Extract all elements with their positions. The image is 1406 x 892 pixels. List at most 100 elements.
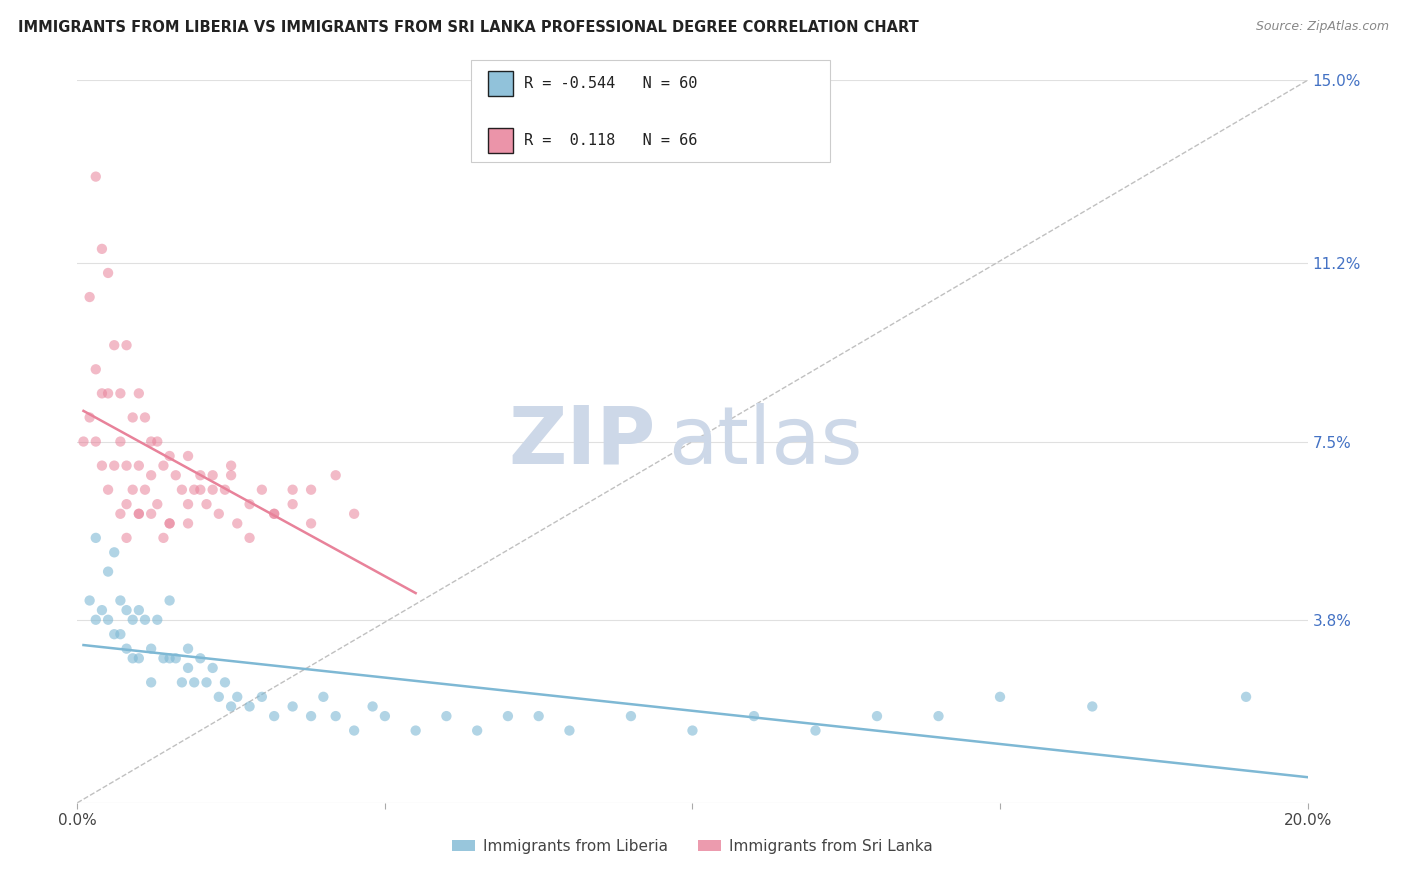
Point [79, 290, 101, 304]
Point [115, 531, 138, 545]
Point [134, 483, 156, 497]
Point [84, 613, 107, 627]
Point [128, 507, 150, 521]
Point [226, 516, 249, 531]
Point [141, 675, 163, 690]
Point [804, 723, 827, 738]
Point [219, 699, 242, 714]
Point [141, 468, 163, 483]
Point [281, 699, 304, 714]
Point [90, 242, 114, 256]
Point [110, 386, 132, 401]
Point [299, 516, 322, 531]
Point [141, 641, 163, 656]
Point [201, 468, 224, 483]
Point [103, 627, 125, 641]
Point [128, 651, 150, 665]
Point [84, 531, 107, 545]
Text: Source: ZipAtlas.com: Source: ZipAtlas.com [1256, 20, 1389, 33]
Point [281, 497, 304, 511]
Point [183, 483, 205, 497]
Point [177, 449, 200, 463]
Text: ZIP: ZIP [509, 402, 655, 481]
Point [866, 709, 889, 723]
Point [250, 690, 273, 704]
Point [177, 516, 200, 531]
Point [134, 613, 156, 627]
Point [134, 410, 156, 425]
Point [141, 434, 163, 449]
Point [263, 507, 285, 521]
Point [128, 603, 150, 617]
Point [436, 709, 458, 723]
Point [115, 497, 138, 511]
Point [165, 468, 187, 483]
Point [84, 434, 107, 449]
Point [558, 723, 581, 738]
Point [159, 516, 181, 531]
Point [152, 531, 174, 545]
Text: atlas: atlas [668, 402, 862, 481]
Point [72, 434, 94, 449]
Point [299, 709, 322, 723]
Point [121, 651, 143, 665]
Point [141, 507, 163, 521]
Point [121, 483, 143, 497]
Point [219, 458, 242, 473]
Point [115, 338, 138, 352]
Point [165, 651, 187, 665]
Point [79, 593, 101, 607]
Point [115, 641, 138, 656]
Point [170, 675, 193, 690]
Point [177, 497, 200, 511]
Point [188, 651, 212, 665]
Point [97, 613, 120, 627]
Point [325, 468, 347, 483]
Point [239, 531, 262, 545]
Point [103, 545, 125, 559]
Point [361, 699, 384, 714]
Point [152, 458, 174, 473]
Text: R =  0.118   N = 66: R = 0.118 N = 66 [524, 134, 697, 148]
Point [183, 675, 205, 690]
Point [159, 593, 181, 607]
Point [465, 723, 488, 738]
Legend: Immigrants from Liberia, Immigrants from Sri Lanka: Immigrants from Liberia, Immigrants from… [446, 833, 939, 860]
Point [188, 468, 212, 483]
Point [195, 497, 218, 511]
Point [159, 651, 181, 665]
Point [121, 613, 143, 627]
Point [146, 434, 169, 449]
Point [928, 709, 950, 723]
Point [312, 690, 335, 704]
Point [239, 497, 262, 511]
Point [90, 603, 114, 617]
Point [90, 386, 114, 401]
Point [1081, 699, 1104, 714]
Point [121, 410, 143, 425]
Point [496, 709, 519, 723]
Point [201, 661, 224, 675]
Point [405, 723, 427, 738]
Point [128, 386, 150, 401]
Point [159, 516, 181, 531]
Point [208, 690, 231, 704]
Point [128, 458, 150, 473]
Point [79, 410, 101, 425]
Point [1234, 690, 1257, 704]
Point [374, 709, 396, 723]
Point [103, 458, 125, 473]
Point [115, 458, 138, 473]
Point [170, 483, 193, 497]
Point [343, 723, 366, 738]
Point [742, 709, 765, 723]
Point [325, 709, 347, 723]
Point [97, 266, 120, 280]
Point [682, 723, 704, 738]
Point [281, 483, 304, 497]
Point [195, 675, 218, 690]
Point [263, 709, 285, 723]
Point [110, 434, 132, 449]
Text: IMMIGRANTS FROM LIBERIA VS IMMIGRANTS FROM SRI LANKA PROFESSIONAL DEGREE CORRELA: IMMIGRANTS FROM LIBERIA VS IMMIGRANTS FR… [18, 20, 920, 35]
Point [110, 593, 132, 607]
